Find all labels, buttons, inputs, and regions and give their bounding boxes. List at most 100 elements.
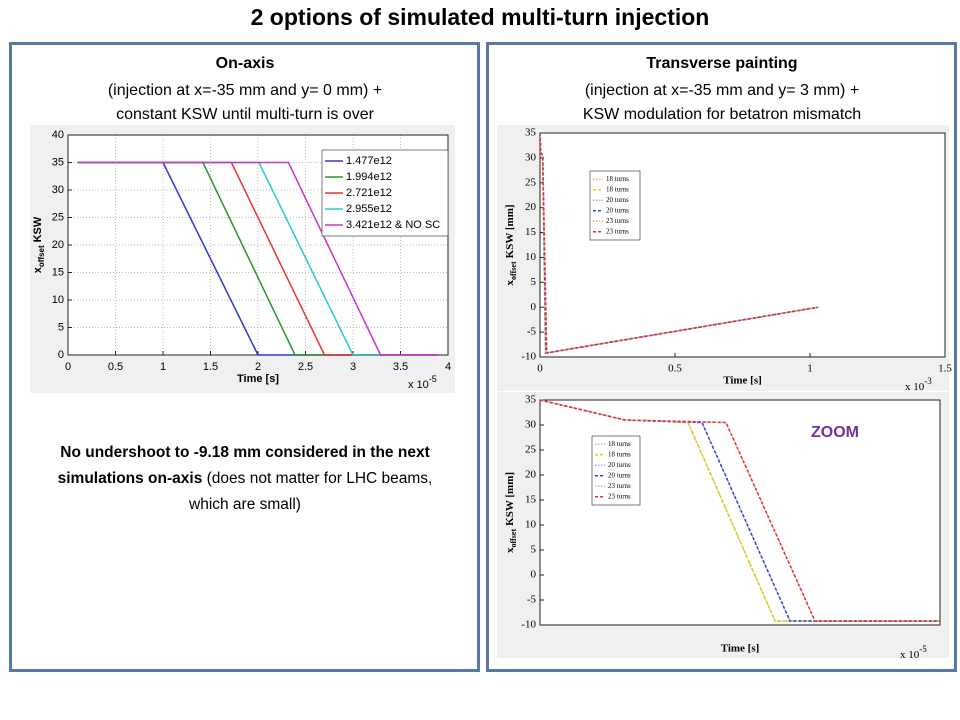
legend-label: 23 turns bbox=[608, 492, 631, 500]
legend-label: 23 turns bbox=[606, 217, 629, 225]
legend-label: 2.721e12 bbox=[346, 187, 392, 199]
y-tick-label: 0 bbox=[531, 301, 537, 313]
zoom-annotation: ZOOM bbox=[811, 424, 859, 441]
y-tick-label: 25 bbox=[525, 444, 537, 456]
right-line: KSW modulation for betatron mismatch bbox=[582, 106, 862, 123]
legend-box bbox=[589, 170, 641, 241]
y-tick-label: 5 bbox=[58, 321, 64, 333]
legend-label: 18 turns bbox=[608, 440, 631, 448]
y-tick-label: 0 bbox=[531, 569, 537, 581]
plot-frame bbox=[539, 132, 946, 358]
legend-label: 20 turns bbox=[608, 461, 631, 469]
legend-label: 3.421e12 & NO SC bbox=[346, 219, 440, 231]
y-axis-label: xoffset KSW [mm] bbox=[504, 204, 518, 285]
y-tick-label: 0 bbox=[58, 349, 64, 361]
y-label-sub: offset bbox=[509, 529, 518, 548]
chart: -10 -5 0 5 10 15 20 25 30 35 0 0.5 1 1.5 Time [s] x 10-… bbox=[497, 125, 952, 393]
y-tick-label: 15 bbox=[525, 226, 537, 238]
series-line bbox=[540, 399, 940, 622]
multiplier-base: x 10 bbox=[905, 381, 925, 393]
x-multiplier: x 10-5 bbox=[900, 644, 927, 660]
legend-label: 1.477e12 bbox=[346, 155, 392, 167]
plot-area bbox=[540, 400, 940, 625]
y-tick-label: 35 bbox=[525, 127, 537, 139]
note-normal: (does not matter for LHC beams, which ar… bbox=[189, 470, 433, 513]
left-line: constant KSW until multi-turn is over bbox=[116, 106, 374, 123]
multiplier-exponent: -3 bbox=[924, 376, 932, 386]
x-tick-label: 1 bbox=[807, 363, 813, 375]
legend-label: 23 turns bbox=[608, 482, 631, 490]
legend-label: 18 turns bbox=[608, 450, 631, 458]
series-line bbox=[540, 132, 819, 354]
plot-frame bbox=[539, 399, 941, 626]
y-tick-label: 35 bbox=[525, 394, 537, 406]
left-line: (injection at x=-35 mm and y= 0 mm) + bbox=[107, 82, 383, 99]
multiplier-exponent: -5 bbox=[919, 644, 927, 654]
x-tick-label: 1 bbox=[160, 361, 166, 373]
y-tick-label: 15 bbox=[52, 266, 64, 278]
y-tick-label: 35 bbox=[52, 156, 64, 168]
x-tick-label: 0 bbox=[537, 363, 543, 375]
y-tick-label: 10 bbox=[52, 294, 64, 306]
x-tick-label: 4 bbox=[445, 361, 451, 373]
right-panel bbox=[486, 42, 957, 672]
y-label-sub: offset bbox=[509, 261, 518, 280]
legend-label: 20 turns bbox=[608, 471, 631, 479]
y-label-rest: KSW bbox=[32, 216, 44, 242]
series-line bbox=[77, 161, 439, 356]
right-heading: Transverse painting bbox=[646, 55, 798, 72]
x-tick-label: 0.5 bbox=[668, 363, 682, 375]
legend-label: 18 turns bbox=[606, 185, 629, 193]
x-tick-label: 1.5 bbox=[203, 361, 218, 373]
left-heading: On-axis bbox=[215, 55, 275, 72]
right-line: (injection at x=-35 mm and y= 3 mm) + bbox=[584, 82, 860, 99]
x-tick-label: 2.5 bbox=[298, 361, 313, 373]
x-axis-label: Time [s] bbox=[237, 373, 279, 385]
y-tick-label: 30 bbox=[52, 184, 64, 196]
legend-label: 18 turns bbox=[606, 175, 629, 183]
x-tick-label: 3 bbox=[350, 361, 356, 373]
legend-label: 20 turns bbox=[606, 206, 629, 214]
y-label-main: x bbox=[32, 266, 44, 273]
x-tick-label: 3.5 bbox=[393, 361, 408, 373]
x-tick-label: 2 bbox=[255, 361, 261, 373]
legend-label: 20 turns bbox=[606, 196, 629, 204]
y-tick-label: 25 bbox=[52, 211, 64, 223]
left-panel bbox=[9, 42, 480, 672]
x-tick-label: 0.5 bbox=[108, 361, 123, 373]
legend-label: 1.994e12 bbox=[346, 171, 392, 183]
y-label-sub: offset bbox=[37, 245, 46, 267]
note: No undershoot to -9.18 mm considered in … bbox=[40, 440, 450, 518]
x-axis-label: Time [s] bbox=[723, 375, 762, 387]
multiplier-exponent: -5 bbox=[429, 374, 437, 384]
y-tick-label: 15 bbox=[525, 494, 537, 506]
y-label-main: x bbox=[504, 280, 516, 286]
y-tick-label: 20 bbox=[525, 201, 537, 213]
slide-title: 2 options of simulated multi-turn inject… bbox=[251, 4, 710, 30]
y-tick-label: 5 bbox=[531, 544, 537, 556]
multiplier-base: x 10 bbox=[408, 379, 429, 391]
y-tick-label: -5 bbox=[527, 594, 537, 606]
y-tick-label: 30 bbox=[525, 419, 537, 431]
y-tick-label: 25 bbox=[525, 176, 537, 188]
legend-label: 2.955e12 bbox=[346, 203, 392, 215]
y-tick-label: 10 bbox=[525, 519, 537, 531]
x-multiplier: x 10-5 bbox=[408, 374, 437, 391]
legend-label: 23 turns bbox=[606, 227, 629, 235]
legend-box bbox=[591, 435, 641, 506]
y-axis-label: xoffset KSW bbox=[32, 216, 46, 273]
chart: 0 5 10 15 20 25 30 35 40 0 0.5 1 1.5 2 2.5 3 3.5 4 Time [s… bbox=[30, 125, 455, 393]
y-tick-label: 40 bbox=[52, 129, 64, 141]
multiplier-base: x 10 bbox=[900, 649, 920, 661]
y-axis-label: xoffset KSW [mm] bbox=[504, 472, 518, 553]
y-tick-label: 10 bbox=[525, 251, 537, 263]
y-tick-label: -5 bbox=[527, 326, 537, 338]
y-tick-label: 30 bbox=[525, 151, 537, 163]
note-bold: No undershoot to -9.18 mm considered in … bbox=[57, 444, 430, 487]
y-tick-label: -10 bbox=[521, 351, 536, 363]
x-tick-label: 1.5 bbox=[938, 363, 952, 375]
y-tick-label: 5 bbox=[531, 276, 537, 288]
